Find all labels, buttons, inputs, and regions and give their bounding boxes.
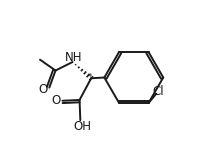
Text: NH: NH [65, 51, 83, 64]
Text: O: O [39, 83, 48, 96]
Text: *: * [87, 73, 92, 82]
Text: OH: OH [74, 120, 92, 133]
Text: Cl: Cl [152, 85, 164, 98]
Text: O: O [52, 94, 61, 107]
